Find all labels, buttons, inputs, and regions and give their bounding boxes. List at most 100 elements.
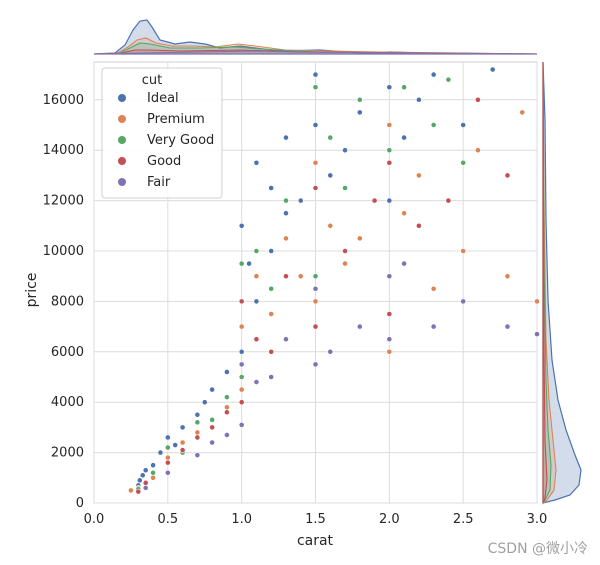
point-fair-10 bbox=[312, 361, 319, 368]
point-premium-7 bbox=[238, 386, 245, 393]
legend-marker-very-good bbox=[118, 136, 126, 144]
legend-marker-fair bbox=[118, 178, 126, 186]
point-ideal-31 bbox=[415, 96, 422, 103]
point-ideal-34 bbox=[489, 66, 496, 73]
point-premium-20 bbox=[401, 210, 407, 217]
point-ideal-4 bbox=[150, 462, 156, 469]
x-tick-label: 0.0 bbox=[84, 512, 105, 527]
point-premium-4 bbox=[179, 439, 186, 446]
kde-top-fair bbox=[93, 50, 538, 55]
point-good-2 bbox=[164, 459, 171, 466]
point-ideal-17 bbox=[253, 159, 260, 166]
point-fair-20 bbox=[534, 331, 540, 338]
point-ideal-23 bbox=[312, 122, 319, 128]
point-premium-13 bbox=[312, 298, 319, 305]
point-very-good-20 bbox=[430, 122, 437, 128]
point-good-8 bbox=[238, 298, 245, 305]
point-ideal-14 bbox=[238, 222, 245, 229]
point-good-5 bbox=[209, 424, 216, 431]
point-ideal-9 bbox=[194, 411, 201, 418]
legend-label-very-good: Very Good bbox=[147, 133, 214, 148]
point-fair-7 bbox=[253, 379, 260, 385]
point-fair-13 bbox=[356, 323, 363, 330]
point-good-17 bbox=[386, 159, 393, 166]
point-very-good-4 bbox=[194, 419, 201, 426]
point-very-good-11 bbox=[283, 197, 289, 204]
point-ideal-18 bbox=[268, 248, 275, 254]
point-fair-2 bbox=[194, 452, 201, 459]
legend-entries: Ideal Premium Very Good Good Fair bbox=[118, 91, 214, 190]
point-premium-17 bbox=[356, 235, 363, 242]
point-ideal-11 bbox=[209, 386, 216, 393]
point-fair-19 bbox=[504, 323, 511, 330]
legend-label-premium: Premium bbox=[147, 112, 205, 127]
point-good-18 bbox=[415, 222, 422, 229]
point-premium-25 bbox=[504, 273, 511, 280]
point-premium-15 bbox=[327, 222, 334, 229]
kde-right-ideal bbox=[542, 61, 582, 504]
point-ideal-7 bbox=[172, 442, 179, 448]
point-ideal-27 bbox=[356, 109, 363, 116]
x-axis-label: carat bbox=[297, 533, 334, 549]
point-good-20 bbox=[475, 96, 481, 103]
point-premium-21 bbox=[415, 172, 422, 179]
point-fair-14 bbox=[386, 336, 393, 343]
point-premium-26 bbox=[519, 109, 526, 116]
point-ideal-32 bbox=[430, 71, 437, 78]
point-ideal-6 bbox=[164, 434, 171, 441]
grid-lines bbox=[93, 62, 538, 504]
point-ideal-29 bbox=[386, 197, 393, 204]
point-premium-27 bbox=[534, 298, 540, 305]
point-good-3 bbox=[179, 447, 186, 453]
point-very-good-13 bbox=[312, 84, 319, 91]
point-ideal-5 bbox=[157, 449, 164, 456]
point-good-0 bbox=[135, 488, 142, 495]
point-ideal-30 bbox=[401, 134, 407, 141]
y-axis-label: price bbox=[24, 273, 40, 308]
point-ideal-3 bbox=[142, 467, 149, 474]
point-ideal-20 bbox=[283, 210, 289, 217]
x-tick-label: 2.5 bbox=[453, 512, 474, 527]
point-ideal-25 bbox=[327, 172, 334, 179]
point-premium-9 bbox=[253, 273, 260, 280]
y-tick-label: 10000 bbox=[43, 244, 84, 259]
point-good-9 bbox=[253, 336, 260, 343]
y-tick-label: 16000 bbox=[43, 93, 84, 108]
point-ideal-13 bbox=[238, 348, 245, 355]
point-fair-15 bbox=[386, 273, 393, 280]
point-fair-12 bbox=[327, 348, 334, 355]
point-very-good-8 bbox=[238, 260, 245, 267]
legend-label-fair: Fair bbox=[147, 175, 171, 190]
point-premium-24 bbox=[475, 147, 481, 154]
watermark: CSDN @微小冷 bbox=[488, 541, 588, 557]
point-fair-8 bbox=[268, 374, 275, 380]
point-fair-18 bbox=[460, 298, 467, 305]
point-ideal-8 bbox=[179, 424, 186, 431]
point-premium-14 bbox=[312, 159, 319, 166]
point-ideal-12 bbox=[223, 369, 230, 375]
point-good-12 bbox=[312, 323, 319, 330]
x-tick-label: 2.0 bbox=[379, 512, 400, 527]
point-fair-1 bbox=[164, 469, 171, 476]
y-tick-label: 0 bbox=[76, 496, 84, 511]
point-good-10 bbox=[268, 348, 275, 355]
scatter-points bbox=[128, 66, 540, 495]
point-ideal-19 bbox=[268, 185, 275, 191]
y-axis-ticks: 0 2000 4000 6000 8000 10000 12000 14000 16000 bbox=[43, 93, 84, 511]
point-premium-0 bbox=[128, 487, 134, 494]
legend-title: cut bbox=[142, 73, 162, 88]
point-good-14 bbox=[342, 248, 348, 254]
legend-marker-good bbox=[118, 157, 126, 165]
x-tick-label: 3.0 bbox=[527, 512, 548, 527]
point-premium-3 bbox=[164, 454, 171, 461]
point-very-good-15 bbox=[342, 185, 348, 191]
point-premium-23 bbox=[460, 248, 467, 254]
point-very-good-22 bbox=[445, 76, 452, 83]
point-premium-6 bbox=[223, 404, 230, 411]
point-very-good-18 bbox=[386, 147, 393, 154]
point-very-good-16 bbox=[356, 96, 363, 103]
point-fair-3 bbox=[209, 439, 216, 446]
y-tick-label: 8000 bbox=[51, 294, 84, 309]
point-good-15 bbox=[371, 197, 378, 204]
